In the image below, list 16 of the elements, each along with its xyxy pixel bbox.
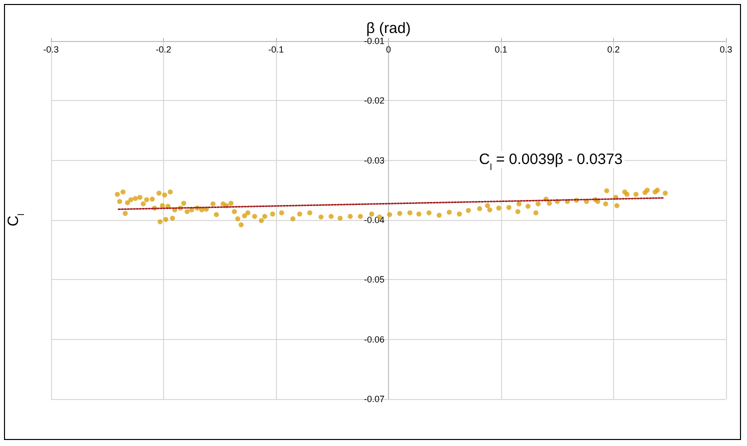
x-axis-title: β (rad) xyxy=(366,20,411,38)
x-tick-label: 0 xyxy=(386,44,392,54)
x-tick-label: 0.3 xyxy=(720,44,732,54)
y-tick-label: -0.06 xyxy=(364,334,384,344)
y-tick-label: -0.01 xyxy=(364,36,384,46)
x-tick-label: 0.1 xyxy=(494,44,508,54)
y-tick-label: -0.02 xyxy=(364,96,384,106)
y-tick-label: -0.04 xyxy=(364,215,384,225)
x-tick-label: 0.2 xyxy=(607,44,620,54)
x-tick-label: -0.2 xyxy=(156,44,172,54)
y-tick-label: -0.03 xyxy=(364,155,384,166)
y-tick-label: -0.05 xyxy=(364,274,384,285)
x-tick-label: -0.3 xyxy=(43,44,59,54)
y-tick-label: -0.07 xyxy=(364,394,384,404)
x-tick-label: -0.1 xyxy=(268,44,284,54)
y-axis-title: Cl xyxy=(5,214,26,226)
